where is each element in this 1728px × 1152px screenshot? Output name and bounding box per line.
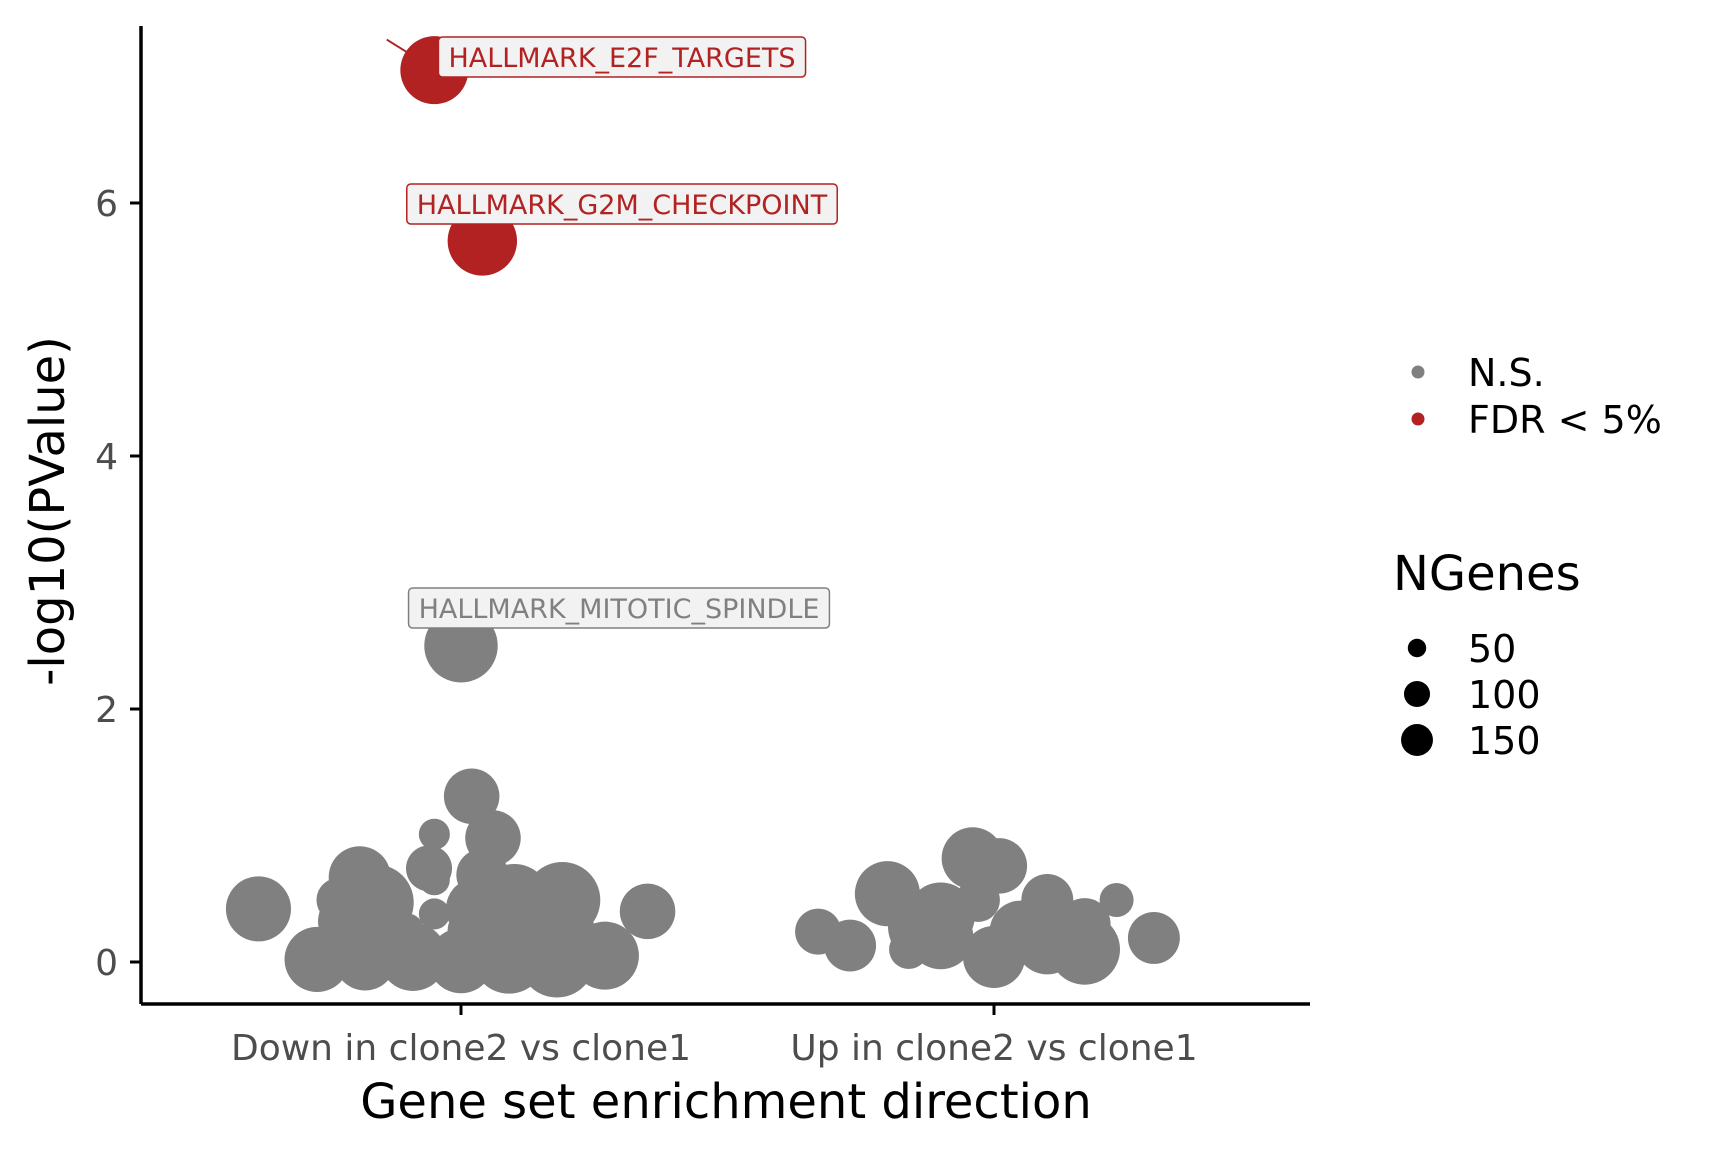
annotation-hallmark-e2f-targets: HALLMARK_E2F_TARGETS (386, 36, 807, 78)
data-point-ns (570, 921, 639, 990)
y-tick-label: 0 (95, 943, 118, 984)
data-point-ns (379, 922, 448, 991)
x-tick-label: Up in clone2 vs clone1 (790, 1028, 1197, 1069)
legend-size-label: 50 (1468, 627, 1516, 671)
data-point-ns (284, 926, 350, 993)
data-point-ns (225, 876, 292, 942)
point-annotations: HALLMARK_E2F_TARGETS HALLMARK_G2M_CHECKPO… (386, 36, 838, 632)
y-tick-label: 6 (95, 184, 118, 225)
legend-size-key (1407, 638, 1427, 658)
annotation-hallmark-g2m-checkpoint: HALLMARK_G2M_CHECKPOINT (406, 183, 838, 228)
data-point-ns (889, 929, 929, 969)
data-point-ns (418, 898, 450, 930)
data-point-ns (443, 768, 500, 825)
legend-size-key (1401, 724, 1433, 756)
data-point-ns (418, 818, 450, 850)
data-point-ns (962, 925, 1026, 988)
annotation-box (407, 587, 831, 629)
y-axis-title: -log10(PValue) (20, 336, 76, 686)
data-point-ns (418, 864, 450, 896)
data-point-ns (824, 919, 877, 972)
data-point-ns (1049, 913, 1121, 985)
data-point-ns (619, 883, 676, 940)
annotation-box (437, 36, 807, 78)
y-axis-ticks: 0 2 4 6 (95, 184, 141, 984)
x-axis-title: Gene set enrichment direction (360, 1074, 1092, 1130)
legend-color-label: FDR < 5% (1468, 398, 1662, 442)
y-tick-label: 2 (95, 690, 118, 731)
y-tick-label: 4 (95, 437, 118, 478)
color-legend: N.S.FDR < 5% (1411, 351, 1662, 442)
data-points (225, 36, 1180, 998)
legend-size-label: 150 (1468, 719, 1541, 763)
annotation-connector (386, 38, 415, 58)
legend-size-label: 100 (1468, 673, 1541, 717)
legend-size-key (1403, 680, 1431, 708)
annotation-label: HALLMARK_G2M_CHECKPOINT (417, 190, 828, 221)
annotation-hallmark-mitotic-spindle: HALLMARK_MITOTIC_SPINDLE (407, 587, 831, 632)
size-legend-title: NGenes (1393, 546, 1581, 602)
x-axis-ticks: Down in clone2 vs clone1 Up in clone2 vs … (231, 1004, 1198, 1069)
annotation-label: HALLMARK_MITOTIC_SPINDLE (419, 594, 820, 625)
data-point-ns (334, 928, 397, 991)
data-point-ns (1099, 883, 1134, 918)
legend-color-key (1411, 365, 1425, 379)
annotation-box (406, 183, 838, 225)
x-tick-label: Down in clone2 vs clone1 (231, 1028, 691, 1069)
legend-color-key (1411, 412, 1425, 426)
legend-color-label: N.S. (1468, 351, 1545, 395)
data-point-ns (1127, 911, 1180, 964)
annotation-label: HALLMARK_E2F_TARGETS (448, 43, 795, 74)
